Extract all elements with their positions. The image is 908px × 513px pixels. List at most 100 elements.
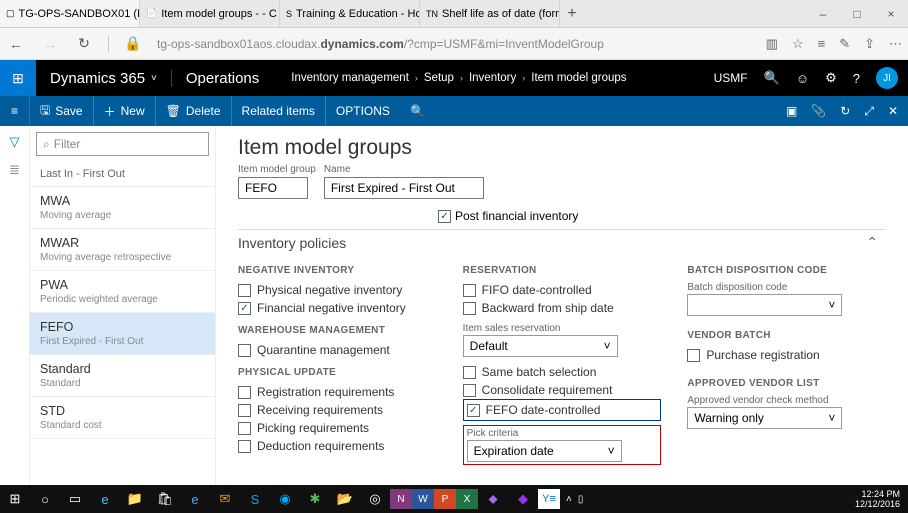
- deduction-checkbox[interactable]: [238, 440, 251, 453]
- notes-icon[interactable]: ✎: [839, 36, 850, 52]
- attach-icon[interactable]: 📎: [811, 104, 826, 119]
- page-title: Item model groups: [238, 136, 886, 160]
- delete-button[interactable]: 🗑Delete: [156, 96, 232, 126]
- consolidate-checkbox[interactable]: [463, 384, 476, 397]
- related-items-button[interactable]: Related items: [232, 96, 326, 126]
- inventory-policies-header[interactable]: Inventory policies: [238, 235, 346, 251]
- breadcrumb-item[interactable]: Inventory management: [291, 72, 409, 84]
- vs-purple-icon[interactable]: ◆: [508, 485, 538, 513]
- picking-checkbox[interactable]: [238, 422, 251, 435]
- tray-up-icon[interactable]: ˄: [566, 494, 572, 505]
- word-icon[interactable]: W: [412, 489, 434, 509]
- batch-code-select[interactable]: ˅: [687, 294, 842, 316]
- nav-forward[interactable]: →: [40, 36, 60, 52]
- powerpoint-icon[interactable]: P: [434, 489, 456, 509]
- name-input[interactable]: [324, 177, 484, 199]
- teams-icon[interactable]: ✱: [300, 485, 330, 513]
- window-minimize[interactable]: –: [806, 0, 840, 27]
- filter-input[interactable]: ⌕ Filter: [36, 132, 209, 156]
- module[interactable]: Operations: [171, 70, 273, 87]
- physical-negative-checkbox[interactable]: [238, 284, 251, 297]
- url-text[interactable]: tg-ops-sandbox01aos.cloudax.dynamics.com…: [157, 37, 752, 51]
- reading-view-icon[interactable]: ▥: [766, 36, 778, 52]
- visual-studio-icon[interactable]: ⬥: [478, 485, 508, 513]
- financial-negative-checkbox[interactable]: ✓: [238, 302, 251, 315]
- chrome-icon[interactable]: ◎: [360, 485, 390, 513]
- share-icon[interactable]: ⇪: [864, 36, 875, 52]
- actionpane-search-icon[interactable]: 🔍: [410, 104, 425, 118]
- popout-icon[interactable]: ⤢: [864, 104, 874, 119]
- window-maximize[interactable]: □: [840, 0, 874, 27]
- item-model-group-input[interactable]: [238, 177, 308, 199]
- list-item[interactable]: STDStandard cost: [30, 397, 215, 439]
- browser-tab[interactable]: 📄Item model groups - - C×: [140, 0, 280, 27]
- cortana-icon[interactable]: ○: [30, 485, 60, 513]
- company[interactable]: USMF: [714, 71, 748, 85]
- backward-checkbox[interactable]: [463, 302, 476, 315]
- more-icon[interactable]: ⋯: [889, 36, 902, 52]
- window-close[interactable]: ×: [874, 0, 908, 27]
- list-item[interactable]: MWAMoving average: [30, 187, 215, 229]
- same-batch-checkbox[interactable]: [463, 366, 476, 379]
- pick-criteria-select[interactable]: Expiration date˅: [467, 440, 622, 462]
- purchase-registration-checkbox[interactable]: [687, 349, 700, 362]
- d365-topbar: ⊞ Dynamics 365˅ Operations Inventory man…: [0, 60, 908, 96]
- fifo-checkbox[interactable]: [463, 284, 476, 297]
- onenote-icon[interactable]: N: [390, 489, 412, 509]
- list-item[interactable]: PWAPeriodic weighted average: [30, 271, 215, 313]
- list-item[interactable]: MWARMoving average retrospective: [30, 229, 215, 271]
- browser-tab[interactable]: STraining & Education - Horr: [280, 0, 420, 27]
- avatar[interactable]: JI: [876, 67, 898, 89]
- refresh-icon[interactable]: ↻: [840, 104, 850, 119]
- registration-checkbox[interactable]: [238, 386, 251, 399]
- ie-icon[interactable]: e: [180, 485, 210, 513]
- taskview-icon[interactable]: ▭: [60, 485, 90, 513]
- approved-vendor-select[interactable]: Warning only˅: [687, 407, 842, 429]
- save-button[interactable]: 🖫Save: [30, 96, 94, 126]
- edge-icon[interactable]: e: [90, 485, 120, 513]
- yammer-icon[interactable]: Y≡: [538, 489, 560, 509]
- office-icon[interactable]: ▣: [786, 104, 797, 119]
- explorer-icon[interactable]: 📁: [120, 485, 150, 513]
- browser-tab[interactable]: TNShelf life as of date (form) [A: [420, 0, 560, 27]
- collapse-icon[interactable]: ⌃: [866, 234, 878, 251]
- lync-icon[interactable]: ◉: [270, 485, 300, 513]
- quarantine-checkbox[interactable]: [238, 344, 251, 357]
- skype-icon[interactable]: S: [240, 485, 270, 513]
- new-button[interactable]: ＋New: [94, 96, 156, 126]
- list-item[interactable]: StandardStandard: [30, 355, 215, 397]
- brand[interactable]: Dynamics 365˅: [36, 70, 171, 87]
- sales-reservation-select[interactable]: Default˅: [463, 335, 618, 357]
- outlook-icon[interactable]: ✉: [210, 485, 240, 513]
- new-tab-button[interactable]: +: [560, 0, 584, 27]
- hub-icon[interactable]: ≡: [818, 36, 826, 52]
- related-info-icon[interactable]: ≣: [9, 162, 20, 178]
- options-button[interactable]: OPTIONS: [326, 96, 400, 126]
- smiley-icon[interactable]: ☺: [796, 71, 809, 86]
- breadcrumb-item[interactable]: Item model groups: [531, 72, 626, 84]
- filter-icon[interactable]: ▽: [10, 134, 20, 150]
- start-button[interactable]: ⊞: [0, 485, 30, 513]
- folder-icon[interactable]: 📂: [330, 485, 360, 513]
- gear-icon[interactable]: ⚙: [825, 70, 837, 86]
- favorite-icon[interactable]: ☆: [792, 36, 804, 52]
- purchase-registration-label: Purchase registration: [706, 348, 819, 362]
- browser-tab[interactable]: ▢TG-OPS-SANDBOX01 (Dyna: [0, 0, 140, 27]
- breadcrumb-item[interactable]: Inventory: [469, 72, 516, 84]
- excel-icon[interactable]: X: [456, 489, 478, 509]
- store-icon[interactable]: 🛍: [150, 485, 180, 513]
- nav-back[interactable]: ←: [6, 36, 26, 52]
- post-financial-checkbox[interactable]: ✓: [438, 210, 451, 223]
- fefo-checkbox[interactable]: ✓: [467, 404, 480, 417]
- breadcrumb-item[interactable]: Setup: [424, 72, 454, 84]
- actionpane-menu-icon[interactable]: ≡: [0, 96, 30, 126]
- clock[interactable]: 12:24 PM 12/12/2016: [847, 489, 908, 510]
- nav-refresh[interactable]: ↻: [74, 35, 94, 52]
- close-form-icon[interactable]: ✕: [888, 104, 898, 119]
- waffle-icon[interactable]: ⊞: [0, 60, 36, 96]
- system-tray[interactable]: ˄▯: [560, 494, 589, 505]
- receiving-checkbox[interactable]: [238, 404, 251, 417]
- list-item[interactable]: FEFOFirst Expired - First Out: [30, 313, 215, 355]
- search-icon[interactable]: 🔍: [764, 70, 780, 86]
- help-icon[interactable]: ?: [853, 71, 860, 86]
